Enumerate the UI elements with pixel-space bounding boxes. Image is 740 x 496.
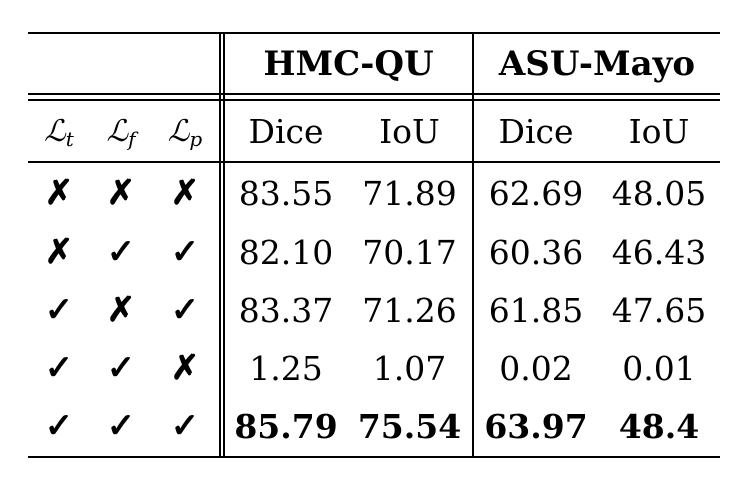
loss-p-mark: ✓ [170, 232, 200, 272]
hmc-iou-value: 1.07 [372, 348, 447, 388]
asu-iou-value: 46.43 [611, 232, 707, 272]
loss-t-mark: ✓ [44, 348, 74, 388]
group-separator-rule [472, 32, 474, 458]
loss-f-mark: ✗ [106, 290, 136, 330]
group-header-hmc-qu: HMC-QU [263, 43, 434, 84]
loss-column-double-rule-left [219, 32, 221, 458]
loss-t-mark: ✗ [44, 232, 74, 272]
metric-header-asu-iou: IoU [628, 111, 690, 151]
subheader-rule [28, 161, 720, 163]
loss-f-mark: ✓ [106, 348, 136, 388]
header-double-rule-lower [28, 99, 720, 101]
loss-p-mark: ✗ [170, 348, 200, 388]
asu-dice-value: 60.36 [488, 232, 584, 272]
loss-f-mark: ✗ [106, 173, 136, 213]
asu-dice-value: 61.85 [488, 290, 584, 330]
asu-dice-value: 62.69 [488, 173, 584, 213]
loss-f-mark: ✓ [106, 406, 136, 446]
loss-column-double-rule-right [223, 32, 225, 458]
hmc-iou-value: 70.17 [362, 232, 457, 272]
asu-iou-value: 48.4 [618, 406, 700, 446]
asu-iou-value: 47.65 [611, 290, 707, 330]
loss-p-mark: ✗ [170, 173, 200, 213]
asu-dice-value: 0.02 [499, 348, 573, 388]
hmc-dice-value: 85.79 [234, 406, 338, 446]
hmc-iou-value: 71.89 [362, 173, 457, 213]
asu-iou-value: 48.05 [611, 173, 707, 213]
header-double-rule-upper [28, 93, 720, 95]
hmc-iou-value: 75.54 [357, 406, 462, 446]
hmc-dice-value: 82.10 [238, 232, 334, 272]
hmc-dice-value: 83.37 [238, 290, 334, 330]
top-rule [28, 32, 720, 34]
metric-header-asu-dice: Dice [498, 111, 574, 151]
hmc-dice-value: 83.55 [238, 173, 334, 213]
metric-header-hmc-dice: Dice [248, 111, 324, 151]
loss-p-mark: ✓ [170, 290, 200, 330]
loss-t-mark: ✓ [44, 406, 74, 446]
bottom-rule [28, 456, 720, 458]
loss-f-mark: ✓ [106, 232, 136, 272]
asu-iou-value: 0.01 [622, 348, 696, 388]
group-header-asu-mayo: ASU-Mayo [498, 43, 696, 84]
metric-header-hmc-iou: IoU [379, 111, 440, 151]
hmc-dice-value: 1.25 [249, 348, 323, 388]
hmc-iou-value: 71.26 [362, 290, 457, 330]
loss-t-mark: ✓ [44, 290, 74, 330]
loss-t-mark: ✗ [44, 173, 74, 213]
asu-dice-value: 63.97 [484, 406, 588, 446]
loss-p-mark: ✓ [170, 406, 200, 446]
